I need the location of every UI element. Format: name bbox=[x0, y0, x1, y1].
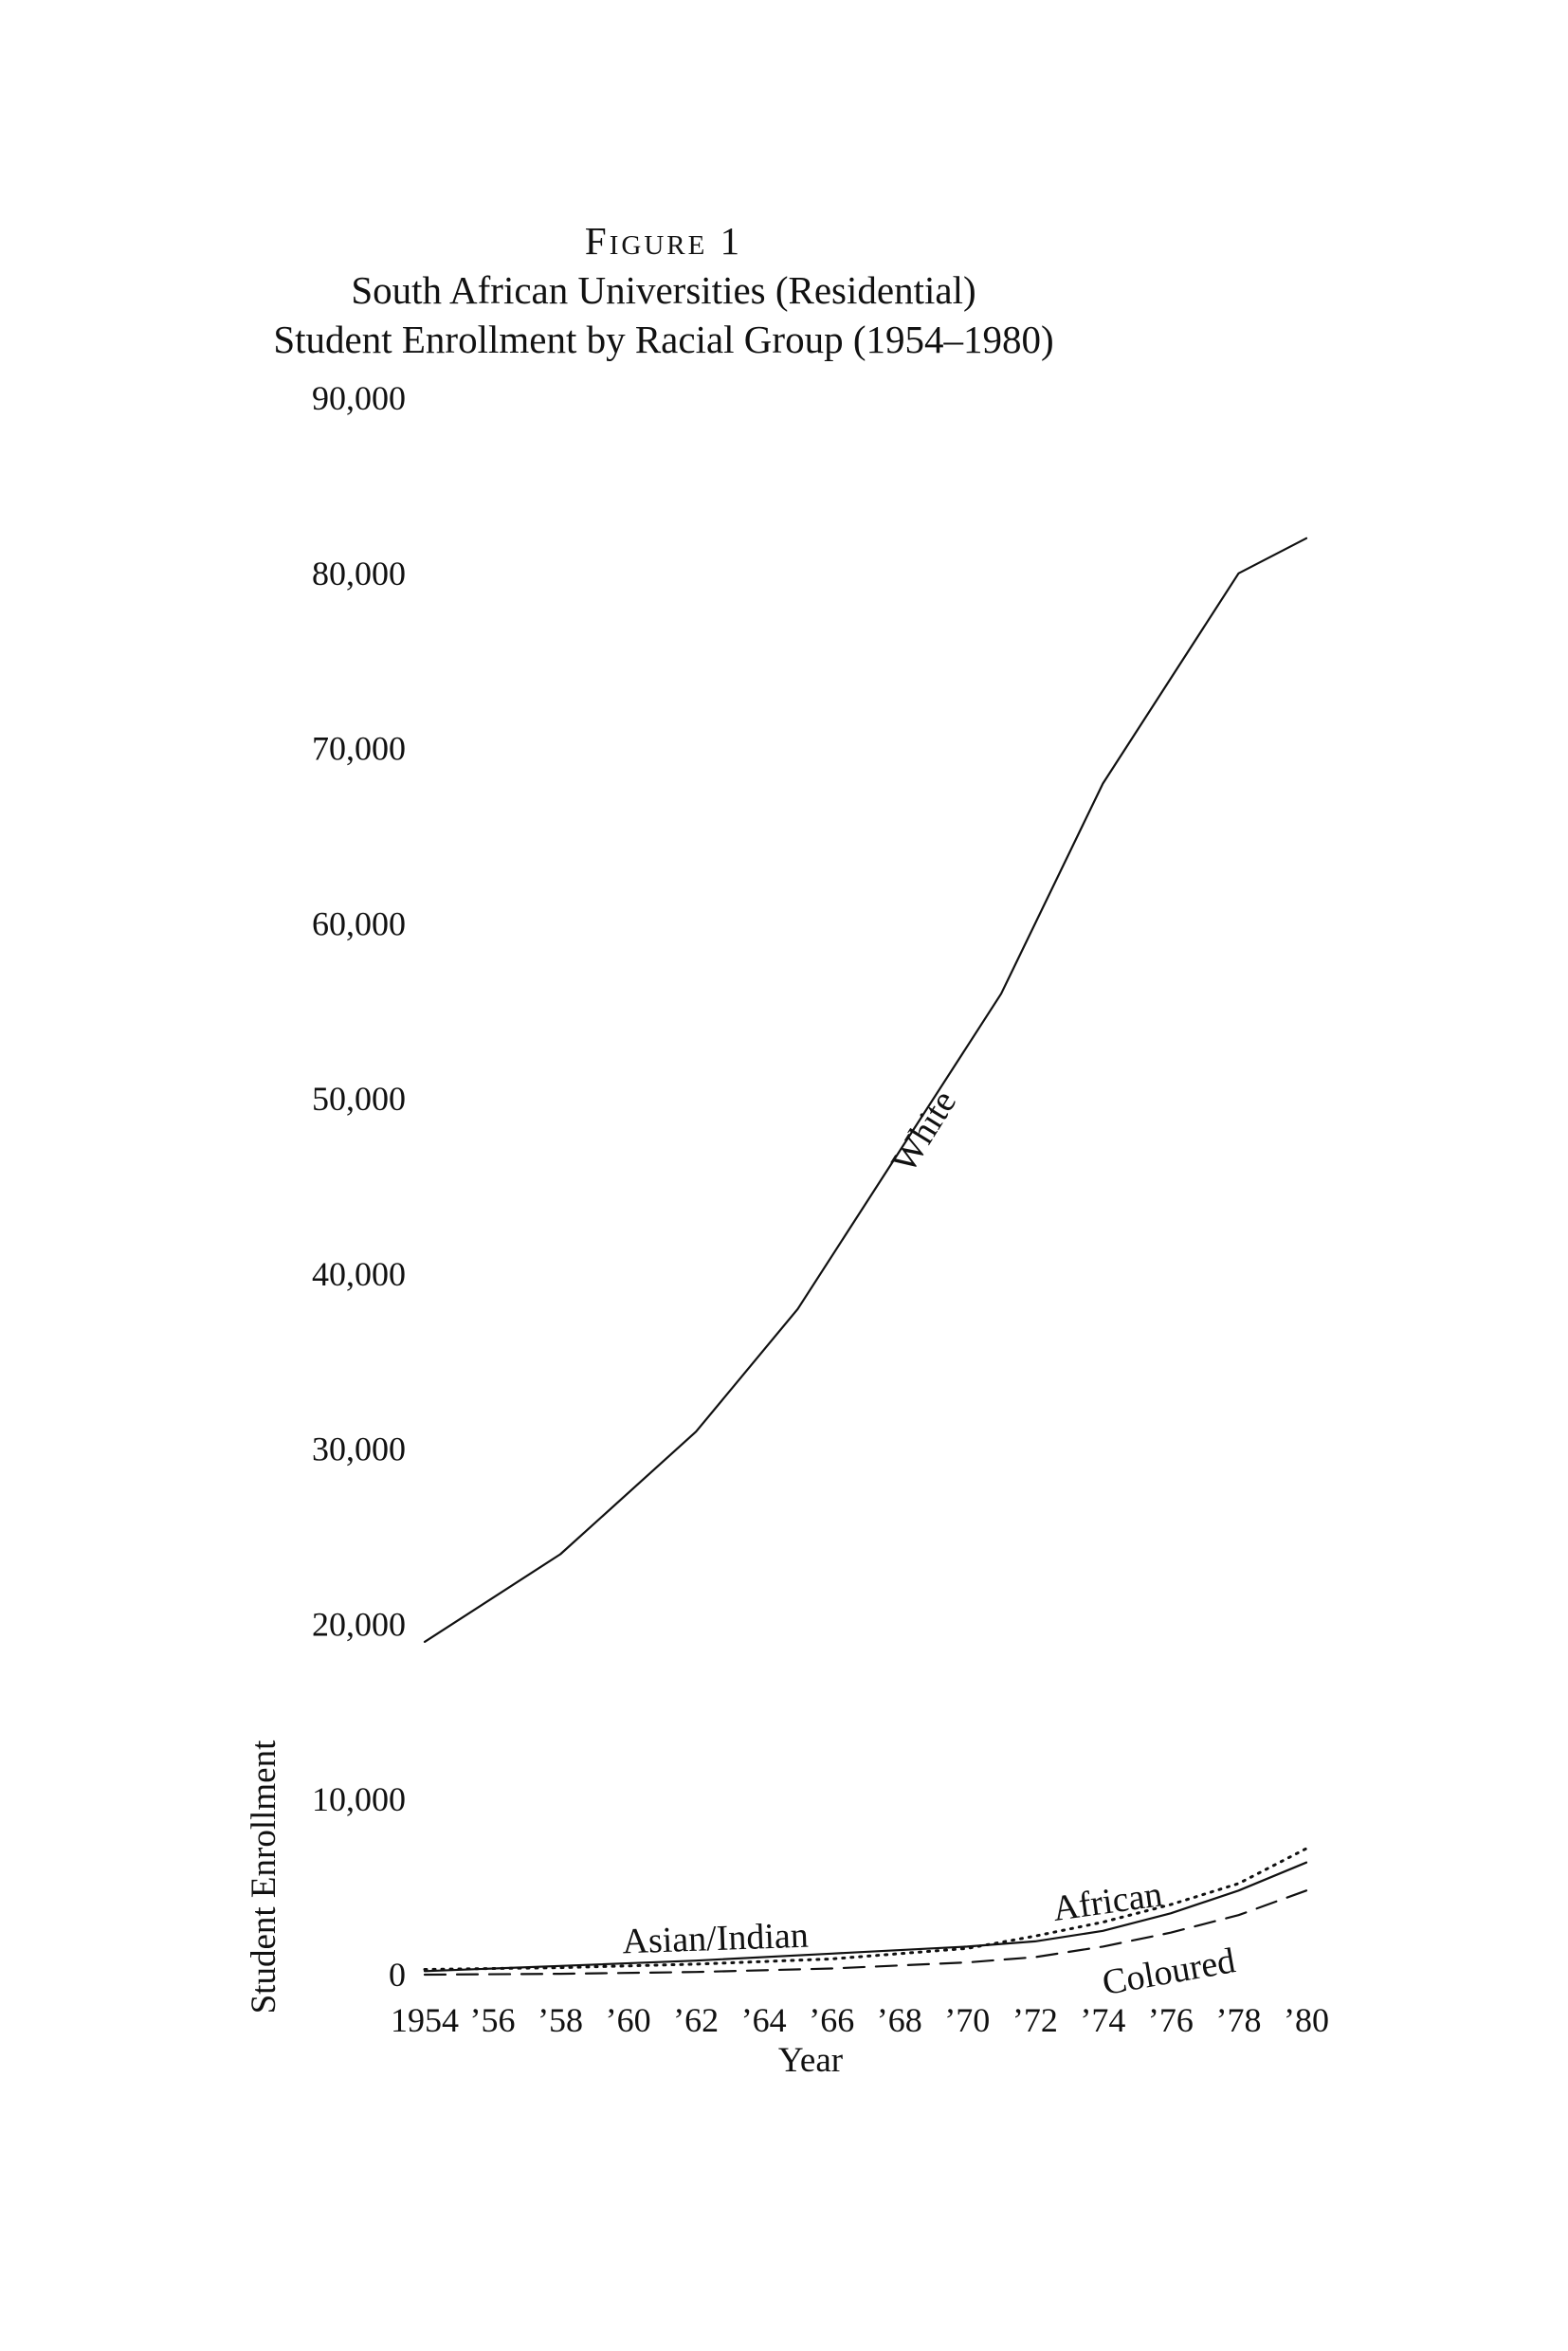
series-label-white: White bbox=[884, 1084, 964, 1179]
x-tick-label: 1954 bbox=[391, 2001, 459, 2039]
y-tick-label: 70,000 bbox=[312, 730, 406, 768]
y-tick-label: 50,000 bbox=[312, 1080, 406, 1118]
chart-titles: Figure 1 South African Universities (Res… bbox=[0, 216, 1327, 364]
y-tick-label: 10,000 bbox=[312, 1780, 406, 1818]
y-tick-label: 30,000 bbox=[312, 1431, 406, 1468]
y-axis-title: Student Enrollment bbox=[245, 1740, 283, 2014]
x-tick-label: ’70 bbox=[944, 2001, 990, 2039]
series-line-african bbox=[423, 1847, 1308, 1971]
x-tick-label: ’68 bbox=[877, 2001, 922, 2039]
chart-title-line-2: Student Enrollment by Racial Group (1954… bbox=[273, 318, 1054, 361]
series-line-asian-indian bbox=[423, 1861, 1308, 1973]
chart-title-line-1: South African Universities (Residential) bbox=[351, 268, 976, 312]
y-tick-label: 20,000 bbox=[312, 1605, 406, 1643]
x-axis-title: Year bbox=[778, 2041, 843, 2080]
series-label-asian-indian: Asian/Indian bbox=[622, 1916, 810, 1962]
y-tick-label: 60,000 bbox=[312, 904, 406, 942]
y-tick-label: 0 bbox=[389, 1956, 406, 1994]
x-tick-label: ’58 bbox=[538, 2001, 583, 2039]
x-tick-label: ’78 bbox=[1215, 2001, 1261, 2039]
x-tick-label: ’66 bbox=[809, 2001, 854, 2039]
y-axis-tick-labels: 0 10,000 20,000 30,000 40,000 50,000 60,000 70,… bbox=[312, 379, 406, 1994]
x-tick-label: ’60 bbox=[606, 2001, 651, 2039]
series-lines bbox=[423, 537, 1308, 1977]
x-tick-label: ’62 bbox=[673, 2001, 719, 2039]
y-tick-label: 90,000 bbox=[312, 379, 406, 417]
y-tick-label: 80,000 bbox=[312, 555, 406, 592]
series-label-african: African bbox=[1050, 1874, 1165, 1929]
x-tick-label: ’80 bbox=[1284, 2001, 1329, 2039]
series-line-coloured bbox=[423, 1889, 1308, 1977]
series-labels: White Asian/Indian African Coloured bbox=[622, 1084, 1238, 2003]
x-tick-label: ’76 bbox=[1148, 2001, 1194, 2039]
y-tick-label: 40,000 bbox=[312, 1255, 406, 1293]
series-line-white bbox=[423, 537, 1308, 1644]
x-tick-label: ’64 bbox=[741, 2001, 787, 2039]
figure-label: Figure 1 bbox=[584, 219, 743, 263]
x-tick-label: ’74 bbox=[1080, 2001, 1125, 2039]
x-axis-tick-labels: 1954 ’56 ’58 ’60 ’62 ’64 ’66 ’68 ’70 ’72 ’74 ’76 ’78… bbox=[391, 2001, 1329, 2039]
x-tick-label: ’72 bbox=[1012, 2001, 1058, 2039]
series-label-coloured: Coloured bbox=[1100, 1941, 1239, 2003]
x-tick-label: ’56 bbox=[470, 2001, 516, 2039]
